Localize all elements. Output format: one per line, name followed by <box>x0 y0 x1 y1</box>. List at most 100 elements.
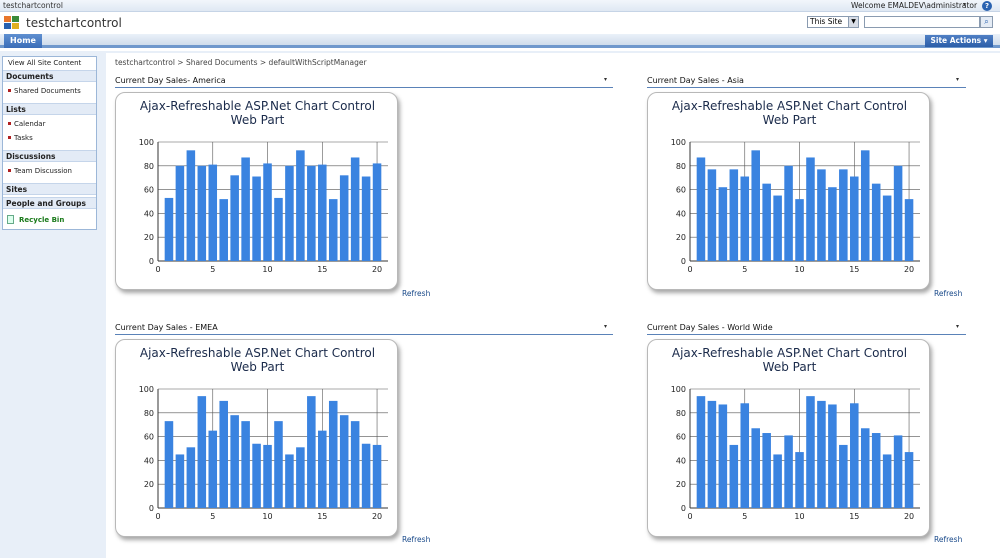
nav-item-label: Shared Documents <box>14 87 81 95</box>
site-actions-button[interactable]: Site Actions ▾ <box>925 35 993 47</box>
bar <box>762 433 771 508</box>
bar <box>696 396 706 508</box>
bar <box>729 444 739 508</box>
nav-item-tasks[interactable]: Tasks <box>3 132 96 144</box>
webpart-menu-icon[interactable]: ▾ <box>604 323 608 330</box>
help-icon[interactable]: ? <box>982 1 992 11</box>
chart-card: Ajax-Refreshable ASP.Net Chart Control W… <box>115 339 398 537</box>
bar <box>718 187 728 261</box>
webpart-title-world-wide[interactable]: Current Day Sales - World Wide <box>647 323 773 332</box>
recycle-bin-link[interactable]: Recycle Bin <box>3 214 96 226</box>
bar <box>263 444 272 508</box>
breadcrumb[interactable]: testchartcontrol > Shared Documents > de… <box>115 58 367 67</box>
view-all-site-content-link[interactable]: View All Site Content <box>8 59 82 67</box>
bar <box>893 165 903 261</box>
y-tick-label: 20 <box>144 233 154 242</box>
bar <box>860 428 870 508</box>
nav-heading-sites[interactable]: Sites <box>3 183 96 195</box>
chevron-down-icon[interactable]: ▼ <box>848 17 858 27</box>
y-tick-label: 0 <box>681 504 686 513</box>
chevron-down-icon[interactable]: ▾ <box>963 1 967 8</box>
nav-heading-people-and-groups[interactable]: People and Groups <box>3 197 96 209</box>
search-icon[interactable]: ⌕ <box>980 16 993 28</box>
webpart-title-asia[interactable]: Current Day Sales - Asia <box>647 76 744 85</box>
sharepoint-logo-icon <box>4 16 20 30</box>
y-tick-label: 80 <box>144 409 154 418</box>
bar <box>904 199 914 261</box>
bullet-icon <box>8 136 11 139</box>
y-tick-label: 40 <box>144 456 154 465</box>
y-tick-label: 0 <box>149 257 154 266</box>
bar <box>806 396 815 508</box>
x-tick-label: 10 <box>262 512 272 521</box>
webpart-menu-icon[interactable]: ▾ <box>956 323 960 330</box>
bar <box>718 404 728 508</box>
bar <box>707 400 717 508</box>
y-tick-label: 40 <box>676 209 686 218</box>
bar <box>361 443 371 508</box>
nav-heading-discussions[interactable]: Discussions <box>3 150 96 162</box>
bar <box>904 452 914 508</box>
refresh-link[interactable]: Refresh <box>934 535 963 544</box>
chart-title: Ajax-Refreshable ASP.Net Chart Control W… <box>648 346 931 374</box>
global-breadcrumb[interactable]: testchartcontrol <box>3 1 63 10</box>
y-tick-label: 100 <box>671 138 686 147</box>
global-top-bar: testchartcontrol Welcome EMALDEV\adminis… <box>0 0 1000 12</box>
webpart-title-emea[interactable]: Current Day Sales - EMEA <box>115 323 218 332</box>
x-tick-label: 0 <box>687 512 692 521</box>
bar <box>197 165 207 261</box>
y-tick-label: 60 <box>676 186 686 195</box>
x-tick-label: 10 <box>262 265 272 274</box>
y-tick-label: 0 <box>681 257 686 266</box>
bar <box>339 175 349 261</box>
tab-home[interactable]: Home <box>4 34 42 48</box>
chart-title: Ajax-Refreshable ASP.Net Chart Control W… <box>116 99 399 127</box>
bar <box>372 163 382 261</box>
chart-title: Ajax-Refreshable ASP.Net Chart Control W… <box>116 346 399 374</box>
chart-title-line: Ajax-Refreshable ASP.Net Chart Control <box>671 99 908 113</box>
bar <box>339 415 349 508</box>
bar <box>164 197 174 261</box>
y-tick-label: 80 <box>676 162 686 171</box>
bar <box>729 169 739 261</box>
recycle-bin-icon <box>7 215 14 224</box>
nav-item-shared-documents[interactable]: Shared Documents <box>3 85 96 97</box>
welcome-menu[interactable]: Welcome EMALDEV\administrator <box>851 1 978 10</box>
chart-title-line: Web Part <box>762 113 817 127</box>
search-input[interactable] <box>864 16 980 28</box>
bar-chart: 0 20 40 60 80 100 0 5 10 15 20 <box>139 138 388 274</box>
webpart-menu-icon[interactable]: ▾ <box>604 76 608 83</box>
nav-item-label: Tasks <box>14 134 33 142</box>
webpart-menu-icon[interactable]: ▾ <box>956 76 960 83</box>
bar <box>274 421 283 508</box>
bar <box>197 396 207 508</box>
nav-item-label: Calendar <box>14 120 46 128</box>
chart-card: Ajax-Refreshable ASP.Net Chart Control W… <box>647 339 930 537</box>
bar <box>285 454 294 508</box>
chart-title-line: Web Part <box>230 360 285 374</box>
site-title[interactable]: testchartcontrol <box>26 16 122 30</box>
title-area <box>0 12 1000 34</box>
webpart-title-america[interactable]: Current Day Sales- America <box>115 76 226 85</box>
refresh-link[interactable]: Refresh <box>402 289 431 298</box>
bar <box>230 175 239 261</box>
search-scope-select[interactable]: This Site ▼ <box>807 16 859 28</box>
y-tick-label: 40 <box>144 209 154 218</box>
refresh-link[interactable]: Refresh <box>402 535 431 544</box>
nav-item-calendar[interactable]: Calendar <box>3 118 96 130</box>
nav-heading-documents[interactable]: Documents <box>3 70 96 82</box>
bar <box>361 176 371 261</box>
bar <box>773 195 782 261</box>
nav-heading-lists[interactable]: Lists <box>3 103 96 115</box>
x-tick-label: 20 <box>904 265 914 274</box>
x-tick-label: 5 <box>210 512 215 521</box>
bar <box>828 187 837 261</box>
nav-item-team-discussion[interactable]: Team Discussion <box>3 165 96 177</box>
webpart-title-rule <box>647 334 966 335</box>
refresh-link[interactable]: Refresh <box>934 289 963 298</box>
bar <box>762 183 771 261</box>
bar-chart: 0 20 40 60 80 100 0 5 10 15 20 <box>671 385 920 521</box>
x-tick-label: 10 <box>794 265 804 274</box>
chart-title-line: Ajax-Refreshable ASP.Net Chart Control <box>671 346 908 360</box>
bar-chart: 0 20 40 60 80 100 0 5 10 15 20 <box>671 138 920 274</box>
